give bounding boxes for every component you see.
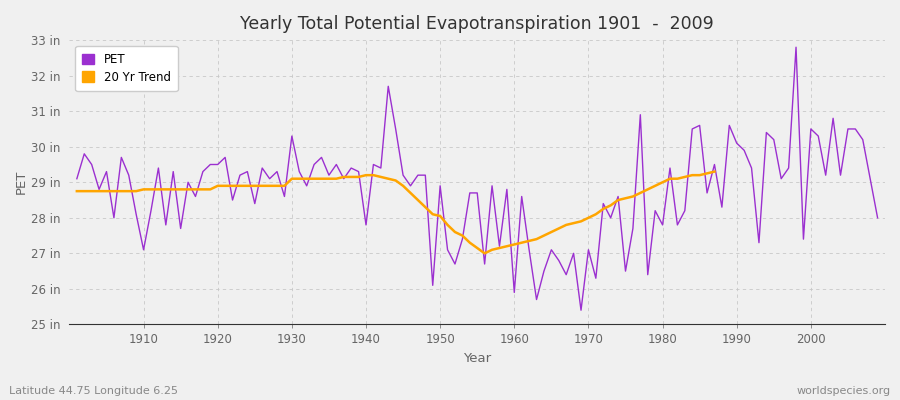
- Title: Yearly Total Potential Evapotranspiration 1901  -  2009: Yearly Total Potential Evapotranspiratio…: [240, 15, 714, 33]
- Y-axis label: PET: PET: [15, 170, 28, 194]
- Text: worldspecies.org: worldspecies.org: [796, 386, 891, 396]
- Text: Latitude 44.75 Longitude 6.25: Latitude 44.75 Longitude 6.25: [9, 386, 178, 396]
- Legend: PET, 20 Yr Trend: PET, 20 Yr Trend: [76, 46, 177, 91]
- X-axis label: Year: Year: [464, 352, 491, 365]
